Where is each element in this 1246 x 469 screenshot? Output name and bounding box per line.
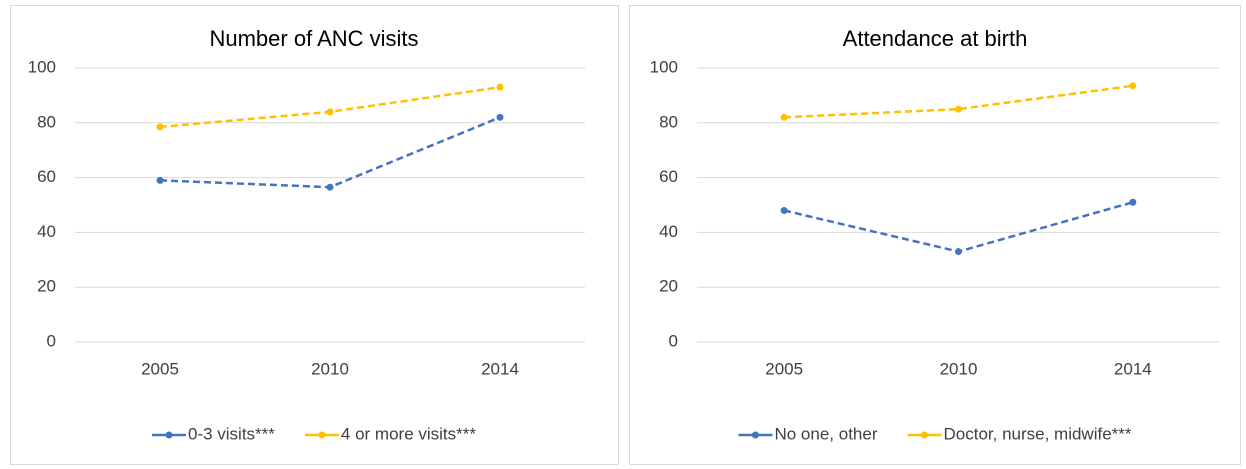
data-point bbox=[156, 176, 164, 184]
y-tick-label: 0 bbox=[669, 331, 678, 350]
data-point bbox=[156, 123, 164, 131]
x-tick-label: 2010 bbox=[940, 359, 978, 378]
y-tick-label: 60 bbox=[659, 167, 678, 186]
y-tick-label: 20 bbox=[659, 277, 678, 296]
data-point bbox=[1129, 198, 1137, 206]
y-tick-label: 0 bbox=[47, 331, 56, 350]
series-line bbox=[784, 84, 1133, 119]
y-tick-label: 40 bbox=[37, 222, 56, 241]
data-point bbox=[496, 113, 504, 121]
legend-label: 4 or more visits*** bbox=[341, 424, 476, 443]
legend-marker bbox=[920, 431, 928, 439]
x-tick-label: 2010 bbox=[311, 359, 349, 378]
data-point bbox=[326, 108, 334, 116]
chart-title: Number of ANC visits bbox=[209, 26, 418, 51]
legend-label: 0-3 visits*** bbox=[188, 424, 275, 443]
data-point bbox=[1129, 82, 1137, 90]
y-tick-label: 100 bbox=[28, 57, 56, 76]
data-point bbox=[496, 83, 504, 91]
legend-label: Doctor, nurse, midwife*** bbox=[943, 424, 1131, 443]
legend-marker bbox=[318, 431, 326, 439]
legend-marker bbox=[751, 431, 759, 439]
y-tick-label: 60 bbox=[37, 167, 56, 186]
data-point bbox=[326, 183, 334, 191]
data-point bbox=[955, 105, 962, 113]
data-point bbox=[780, 206, 788, 214]
y-tick-label: 80 bbox=[659, 112, 678, 131]
panel bbox=[629, 5, 1241, 465]
x-tick-label: 2005 bbox=[765, 359, 803, 378]
data-point bbox=[955, 248, 962, 256]
y-tick-label: 40 bbox=[659, 222, 678, 241]
chart-title: Attendance at birth bbox=[843, 26, 1028, 51]
x-tick-label: 2005 bbox=[141, 359, 179, 378]
data-point bbox=[780, 113, 788, 121]
x-tick-label: 2014 bbox=[481, 359, 519, 378]
legend-marker bbox=[165, 431, 173, 439]
x-tick-label: 2014 bbox=[1114, 359, 1152, 378]
legend-label: No one, other bbox=[774, 424, 877, 443]
y-tick-label: 100 bbox=[650, 57, 678, 76]
panel bbox=[10, 5, 619, 465]
y-tick-label: 20 bbox=[37, 277, 56, 296]
y-tick-label: 80 bbox=[37, 112, 56, 131]
